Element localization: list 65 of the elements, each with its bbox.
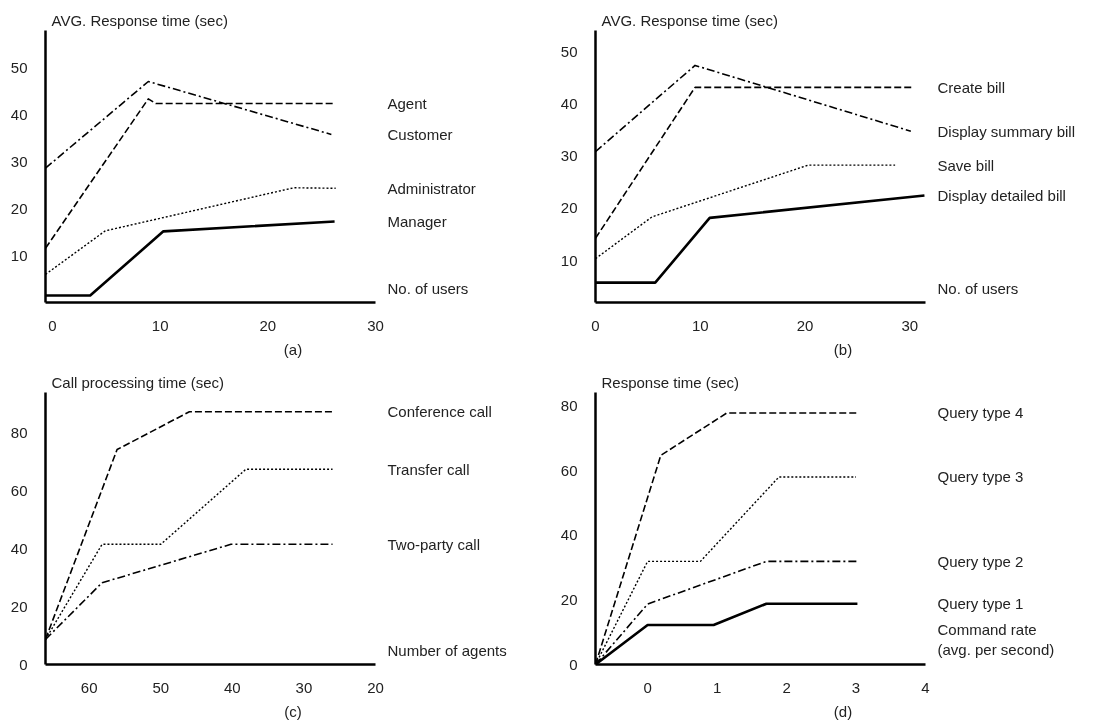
x-axis-title: No. of users [387, 279, 469, 297]
x-tick-label: 20 [259, 316, 277, 334]
text: Conference call [387, 403, 492, 421]
text: (a) [283, 340, 303, 358]
y-tick-label: 40 [10, 106, 28, 124]
x-tick-label: 20 [796, 316, 814, 334]
x-tick-label: 1 [712, 678, 722, 696]
y-tick-label: 50 [10, 59, 28, 77]
y-tick-label: 50 [560, 42, 578, 60]
series-label: Display detailed bill [937, 186, 1066, 204]
series-label: Display summary bill [937, 122, 1076, 140]
y-tick-label: 0 [19, 655, 28, 673]
text: (c) [284, 702, 302, 720]
y-tick-label: 20 [560, 199, 578, 217]
x-tick-label: 40 [223, 678, 241, 696]
y-tick-label: 60 [560, 461, 578, 479]
y-tick-label: 80 [10, 424, 28, 442]
text: (b) [833, 340, 853, 358]
text: Manager [387, 213, 447, 230]
y-axis-title: Response time (sec) [601, 373, 740, 391]
text: Administrator [387, 179, 476, 197]
x-tick-label: 0 [643, 678, 652, 696]
y-tick-label: 10 [560, 251, 578, 269]
text: Query type 1 [937, 595, 1024, 613]
text: Transfer call [387, 460, 470, 478]
y-tick-label: 20 [10, 199, 28, 217]
x-tick-label: 2 [782, 678, 791, 696]
y-tick-label: 60 [10, 482, 28, 500]
text: Customer [387, 125, 453, 143]
x-tick-label: 50 [152, 678, 170, 696]
text: Query type 4 [937, 404, 1024, 422]
y-axis-title: Call processing time (sec) [51, 373, 225, 391]
x-tick-label: 60 [80, 678, 98, 696]
y-tick-label: 30 [560, 147, 578, 165]
x-axis-title: Number of agents [387, 641, 507, 659]
y-tick-label: 40 [10, 539, 28, 557]
text: Two-party call [387, 535, 481, 553]
x-tick-label: 10 [151, 316, 169, 334]
y-tick-label: 40 [560, 526, 578, 544]
text: Save bill [937, 156, 995, 174]
y-tick-label: 30 [10, 153, 28, 171]
x-tick-label: 20 [367, 678, 384, 696]
y-tick-label: 20 [560, 590, 578, 608]
y-tick-label: 80 [560, 396, 578, 414]
text: Query type 2 [937, 552, 1024, 570]
y-axis-title: AVG. Response time (sec) [51, 11, 228, 29]
x-tick-label: 30 [295, 678, 313, 696]
x-tick-label: 30 [367, 316, 384, 334]
y-tick-label: 10 [10, 246, 28, 264]
x-tick-label: 30 [901, 316, 919, 334]
text: Agent [387, 95, 428, 113]
x-tick-label: 4 [921, 678, 930, 696]
y-tick-label: 40 [560, 95, 578, 113]
x-axis-title: Command rate (avg. per second) [937, 621, 1055, 659]
y-tick-label: 0 [569, 655, 578, 673]
y-tick-label: 20 [10, 597, 28, 615]
text: Query type 3 [937, 468, 1024, 486]
x-tick-label: 0 [48, 316, 57, 334]
x-axis-title: No. of users [937, 279, 1019, 297]
x-tick-label: 3 [851, 678, 861, 696]
text: (d) [833, 702, 853, 720]
series-label: Create bill [937, 78, 1006, 96]
y-axis-title: AVG. Response time (sec) [601, 11, 778, 29]
x-tick-label: 0 [591, 316, 600, 334]
x-tick-label: 10 [691, 316, 709, 334]
